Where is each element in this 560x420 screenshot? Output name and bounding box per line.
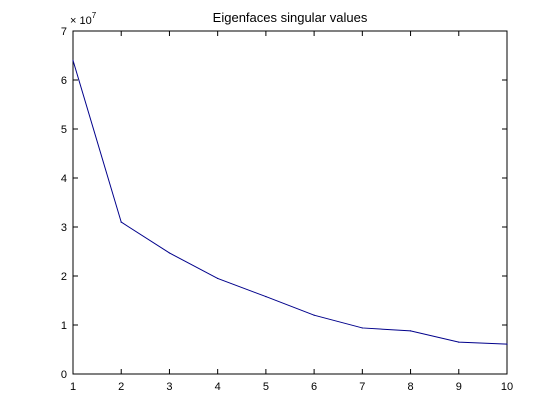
plot-area (72, 30, 508, 375)
y-tick-label: 5 (61, 124, 67, 136)
x-tick-label: 3 (166, 381, 172, 393)
data-point (72, 59, 74, 62)
y-tick-label: 3 (61, 222, 67, 234)
x-tick-label: 2 (118, 381, 124, 393)
x-tick-label: 1 (70, 381, 76, 393)
y-axis-multiplier-exponent: 7 (92, 11, 97, 20)
data-point (361, 327, 363, 329)
y-tick-label: 6 (61, 75, 67, 87)
chart-title: Eigenfaces singular values (213, 10, 368, 25)
y-tick-label: 1 (61, 320, 67, 332)
data-point (120, 221, 122, 223)
series-line (72, 60, 508, 345)
data-point (506, 343, 508, 345)
x-tick-label: 5 (263, 381, 269, 393)
y-tick-label: 7 (61, 26, 67, 38)
x-tick-label: 7 (359, 381, 365, 393)
x-tick-label: 4 (215, 381, 221, 393)
x-tick-label: 10 (501, 381, 513, 393)
data-point (458, 341, 460, 343)
y-axis-multiplier-base: × 10 (70, 15, 92, 27)
data-point (265, 295, 267, 298)
x-tick-label: 6 (311, 381, 317, 393)
data-point (409, 330, 412, 332)
data-point (313, 314, 315, 316)
x-tick-label: 9 (456, 381, 462, 393)
series-group (72, 59, 508, 345)
y-tick-label: 0 (61, 369, 67, 381)
x-axis-ticks: 1 2 3 4 5 6 7 8 9 10 (70, 31, 513, 393)
data-point (168, 252, 171, 254)
y-axis-ticks: 0 1 2 3 4 5 6 7 (61, 26, 507, 381)
y-tick-label: 4 (61, 173, 67, 185)
y-axis-multiplier: × 107 (70, 11, 97, 27)
data-point (217, 277, 219, 280)
x-tick-label: 8 (407, 381, 413, 393)
y-tick-label: 2 (61, 271, 67, 283)
